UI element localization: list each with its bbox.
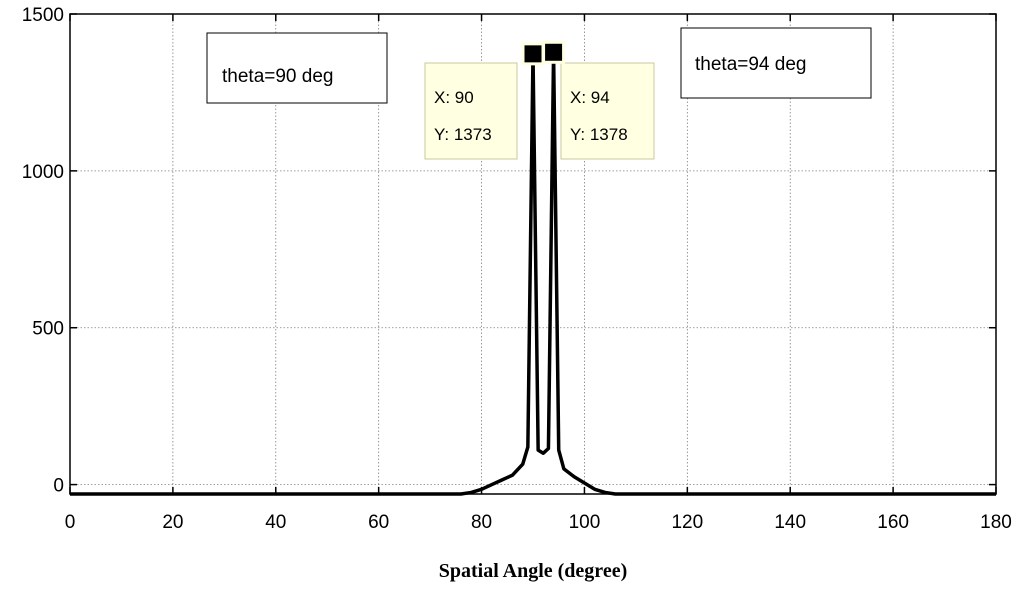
x-tick-label: 100 [569, 512, 601, 533]
datatip-marker [542, 40, 566, 64]
annotation-theta-94[interactable]: theta=94 deg [680, 27, 872, 99]
series-line [70, 50, 996, 496]
annotation-theta-90[interactable]: theta=90 deg [206, 32, 388, 104]
datatip-y-label: Y: 1373 [434, 125, 492, 144]
x-tick-label: 0 [65, 512, 76, 533]
y-tick-label: 1000 [22, 162, 64, 183]
datatip-x-label: X: 94 [570, 88, 610, 107]
series [70, 50, 996, 496]
x-tick-label: 80 [471, 512, 492, 533]
y-tick-label: 1500 [22, 5, 64, 26]
plot-area-frame [69, 13, 997, 495]
annotation-text: theta=90 deg [222, 66, 333, 87]
datatip-marker [521, 42, 545, 66]
annotation-text: theta=94 deg [695, 54, 806, 75]
annotation-box [206, 32, 388, 104]
datatip-90[interactable]: X: 90 Y: 1373 [424, 62, 518, 160]
ticks: 0 20 40 60 80 100 120 140 160 180 0 500 1000 1500 [22, 5, 1012, 533]
x-tick-label: 140 [774, 512, 806, 533]
datatip-box [424, 62, 518, 160]
x-tick-label: 120 [671, 512, 703, 533]
axes [69, 13, 997, 495]
x-tick-label: 40 [265, 512, 286, 533]
datatip-y-label: Y: 1378 [570, 125, 628, 144]
x-tick-label: 180 [980, 512, 1012, 533]
x-tick-label: 60 [368, 512, 389, 533]
datatip-markers [521, 40, 566, 66]
y-tick-label: 0 [53, 476, 64, 497]
datatip-box [560, 62, 655, 160]
y-tick-label: 500 [32, 319, 64, 340]
x-tick-label: 20 [162, 512, 183, 533]
datatip-x-label: X: 90 [434, 88, 474, 107]
x-tick-label: 160 [877, 512, 909, 533]
annotation-box [680, 27, 872, 99]
datatip-94[interactable]: X: 94 Y: 1378 [560, 62, 655, 160]
x-axis-label: Spatial Angle (degree) [439, 560, 628, 582]
